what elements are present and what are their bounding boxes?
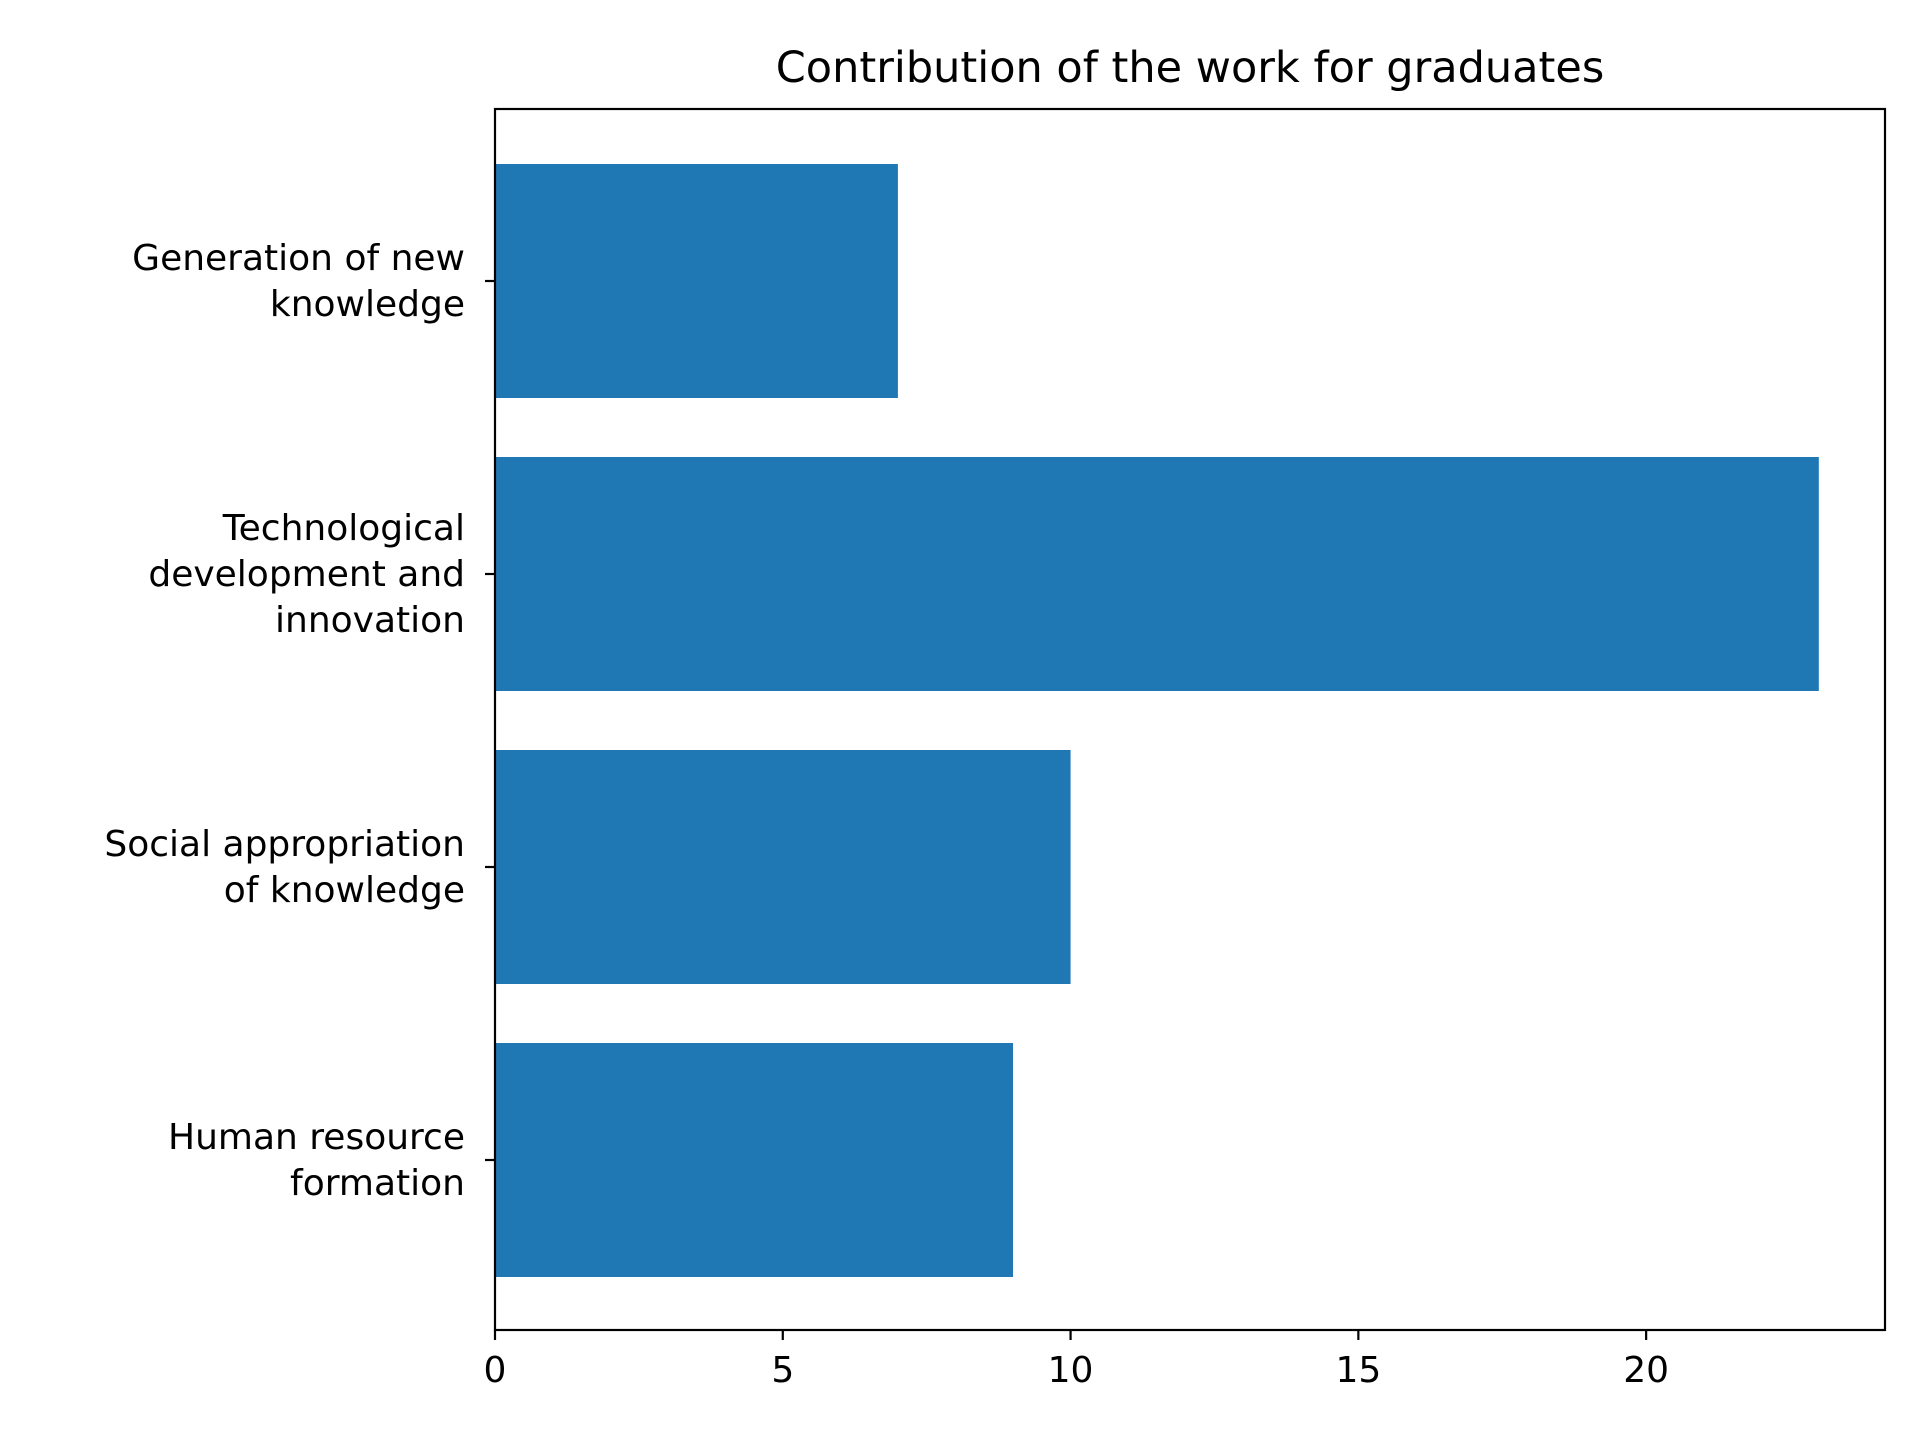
- y-tick-label-1: Technological development and innovation: [148, 508, 465, 641]
- bars-group: [495, 164, 1819, 1277]
- x-tick-label-3: 15: [1335, 1350, 1381, 1391]
- x-tick-label-0: 0: [484, 1350, 507, 1391]
- y-tick-label-3: Human resource formation: [168, 1117, 465, 1204]
- x-axis-ticks: 0 5 10 15 20: [484, 1330, 1669, 1391]
- bar-0: [495, 164, 898, 398]
- y-axis-ticks: Generation of new knowledge Technological d…: [104, 238, 495, 1204]
- bar-3: [495, 1043, 1014, 1277]
- x-tick-label-4: 20: [1623, 1350, 1669, 1391]
- bar-2: [495, 750, 1071, 984]
- plot-area-frame: [493, 107, 1887, 1332]
- x-tick-label-1: 5: [771, 1350, 794, 1391]
- chart-title: Contribution of the work for graduates: [776, 43, 1604, 93]
- x-tick-label-2: 10: [1048, 1350, 1094, 1391]
- y-tick-label-0: Generation of new knowledge: [132, 238, 465, 325]
- y-tick-label-2: Social appropriation of knowledge: [104, 824, 465, 911]
- bar-1: [495, 457, 1819, 691]
